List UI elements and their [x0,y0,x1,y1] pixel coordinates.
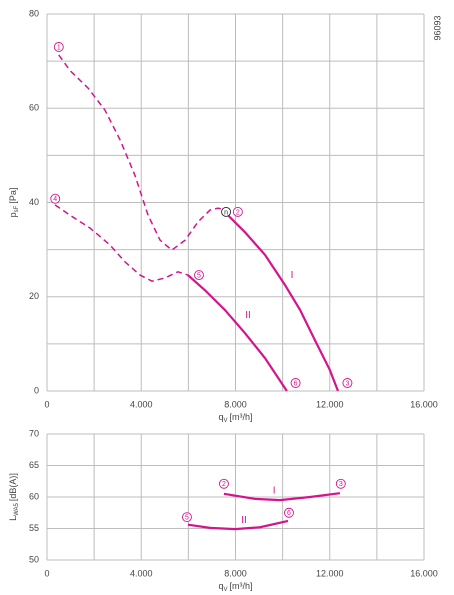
x-axis-label: qV [m³/h] [218,412,252,423]
annotation-circle [53,42,64,52]
annotation: 4 [53,196,57,203]
y-axis-label: psF[Pa] [8,188,19,218]
y-tick-label: 20 [29,291,39,301]
y-axis-label: LWA5[dB(A)] [8,473,19,521]
annotation: 5 [197,272,201,279]
label-unit: [m³/h] [230,581,253,591]
annotation-circle [342,378,353,388]
annotation-circle [221,206,232,217]
y-tick-label: 55 [29,523,39,533]
annotation-circle [232,206,243,217]
series-line [227,214,340,392]
annotation: I [273,485,276,496]
x-tick-label: 16.000 [410,399,438,409]
annotation-circle [219,478,229,489]
annotation: 3 [345,380,349,387]
series-line [223,492,341,502]
x-tick-label: 8.000 [224,399,247,409]
annotation: I [291,270,294,281]
label-unit: [dB(A)] [8,473,18,501]
annotation-circle [284,507,294,518]
annotation: 2 [222,481,226,488]
x-tick-label: 12.000 [316,399,344,409]
y-tick-label: 80 [29,8,39,18]
code: 96093 [432,15,442,40]
annotation: 1 [57,44,61,51]
y-tick-label: 60 [29,491,39,501]
annotation: 2 [236,209,240,216]
x-tick-label: 0 [44,399,49,409]
annotation: II [241,515,247,526]
x-tick-label: 4.000 [130,399,153,409]
annotation: 5 [185,515,189,522]
series-line [54,204,189,282]
x-tick-label: 0 [44,568,49,578]
x-tick-label: 4.000 [130,568,153,578]
label-sub: V [223,418,227,424]
annotation: 6 [294,380,298,387]
x-tick-label: 12.000 [316,568,344,578]
annotation-circle [50,193,61,204]
annotation-circle [194,270,204,281]
annotation: 6 [287,510,291,517]
y-tick-label: 50 [29,554,39,564]
label-unit: [m³/h] [230,412,253,422]
annotation-circle [335,478,346,489]
label-unit: [Pa] [8,188,18,204]
annotation-circle [290,378,301,388]
label-main: q [218,581,223,591]
y-tick-label: 40 [29,197,39,207]
series-line [187,274,288,392]
label-sub: V [223,587,227,593]
annotation: 3 [339,481,343,488]
label-main: q [218,412,223,422]
label-main: p [8,212,18,217]
y-tick-label: 60 [29,103,39,113]
annotation-circle [182,512,192,523]
label-main: L [8,516,18,521]
y-tick-label: 70 [29,428,39,438]
annotation: II [245,310,251,321]
series-line [58,54,226,252]
x-tick-label: 8.000 [224,568,247,578]
label-sub: sF [14,205,20,212]
y-tick-label: 0 [34,385,39,395]
series-line [187,519,289,531]
label-sub: WA5 [14,502,20,515]
x-tick-label: 16.000 [410,568,438,578]
plot: 0 4.000 8.000 12.000 16.000 0 20 40 60 80 qV [m³/h]… [8,8,437,423]
x-axis-label: qV [m³/h] [218,581,252,592]
annotation: n [224,209,228,216]
y-tick-label: 65 [29,460,39,470]
